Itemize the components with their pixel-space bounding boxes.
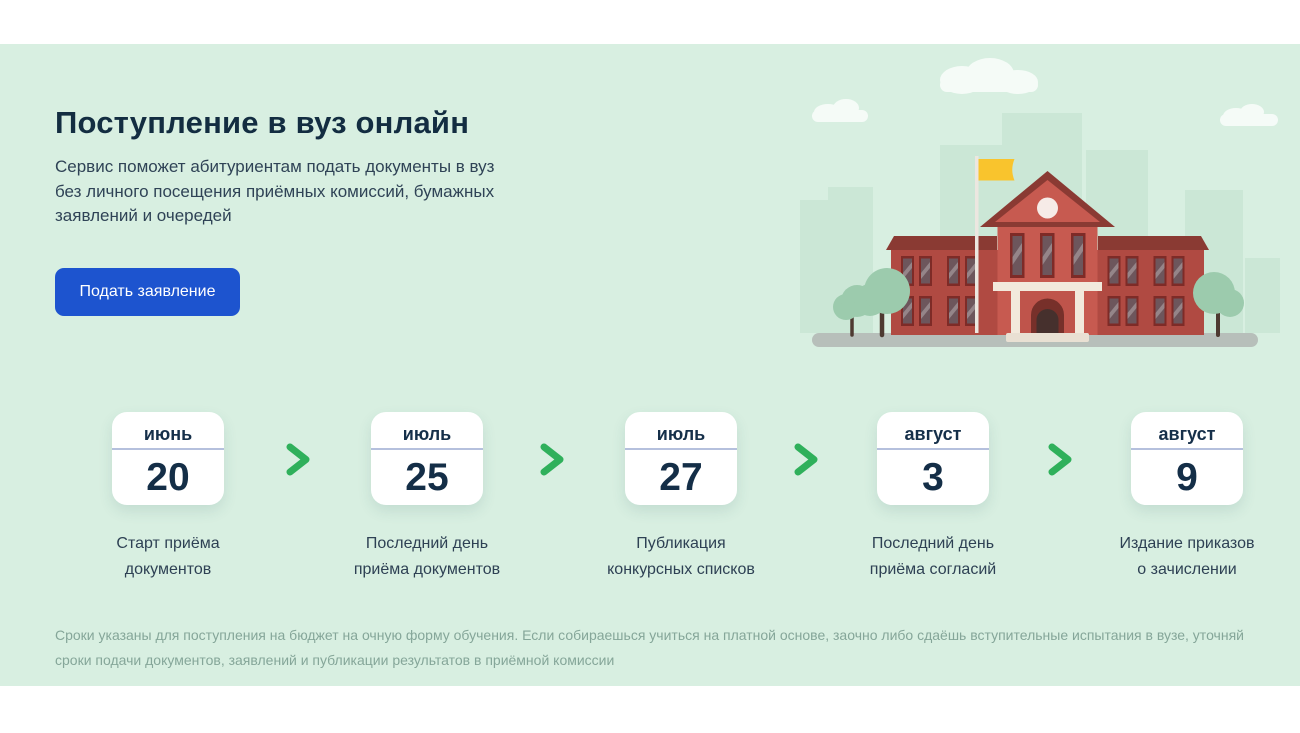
calendar-month: июль — [402, 424, 452, 444]
timeline-step-2: июль 25 Последний день приёма документов — [312, 412, 542, 583]
timeline-caption: Публикация конкурсных списков — [607, 535, 755, 578]
calendar-card: июнь 20 — [112, 412, 224, 505]
chevron-right-icon — [286, 443, 310, 476]
calendar-divider — [877, 448, 989, 450]
university-building-illustration — [800, 58, 1280, 347]
timeline-step-4: август 3 Последний день приёма согласий — [818, 412, 1048, 583]
terms-footnote-line: сроки подачи документов, заявлений и пуб… — [55, 652, 615, 668]
calendar-card: июль 27 — [625, 412, 737, 505]
hero-subtitle: Сервис поможет абитуриентам подать докум… — [55, 155, 494, 229]
calendar-month: июль — [656, 424, 706, 444]
clouds — [812, 58, 1278, 126]
page-title: Поступление в вуз онлайн — [55, 104, 470, 140]
calendar-month: август — [1158, 424, 1216, 444]
calendar-divider — [371, 448, 483, 450]
calendar-month: август — [904, 424, 962, 444]
calendar-card: июль 25 — [371, 412, 483, 505]
terms-footnote: Сроки указаны для поступления на бюджет … — [55, 623, 1265, 673]
calendar-month: июнь — [143, 424, 193, 444]
calendar-day: 3 — [922, 455, 944, 499]
calendar-divider — [625, 448, 737, 450]
calendar-day: 25 — [405, 455, 449, 499]
timeline-step-5: август 9 Издание приказов о зачислении — [1072, 412, 1300, 583]
timeline-step-3: июль 27 Публикация конкурсных списков — [566, 412, 796, 583]
calendar-divider — [1131, 448, 1243, 450]
calendar-day: 9 — [1176, 455, 1198, 499]
trees — [833, 268, 1244, 338]
timeline-caption: Издание приказов о зачислении — [1119, 535, 1255, 578]
calendar-day: 27 — [659, 455, 703, 499]
terms-footnote-line: Сроки указаны для поступления на бюджет … — [55, 627, 1244, 643]
timeline-caption: Последний день приёма документов — [353, 535, 501, 578]
timeline-caption: Последний день приёма согласий — [869, 535, 997, 578]
hero-subtitle-line: без личного посещения приёмных комиссий,… — [55, 181, 495, 201]
calendar-card: август 9 — [1131, 412, 1243, 505]
calendar-card: август 3 — [877, 412, 989, 505]
calendar-divider — [112, 448, 224, 450]
chevron-right-icon — [794, 443, 818, 476]
hero-panel — [0, 44, 1300, 686]
chevron-right-icon — [540, 443, 564, 476]
flag — [975, 156, 1015, 333]
submit-application-button[interactable]: Подать заявление — [55, 268, 240, 316]
hero-subtitle-line: Сервис поможет абитуриентам подать докум… — [55, 157, 495, 176]
building — [886, 171, 1209, 342]
timeline-step-1: июнь 20 Старт приёма документов — [53, 412, 283, 583]
hero-subtitle-line: заявлений и очередей — [55, 206, 232, 225]
chevron-right-icon — [1048, 443, 1072, 476]
timeline-caption: Старт приёма документов — [116, 535, 220, 578]
calendar-day: 20 — [146, 455, 190, 499]
